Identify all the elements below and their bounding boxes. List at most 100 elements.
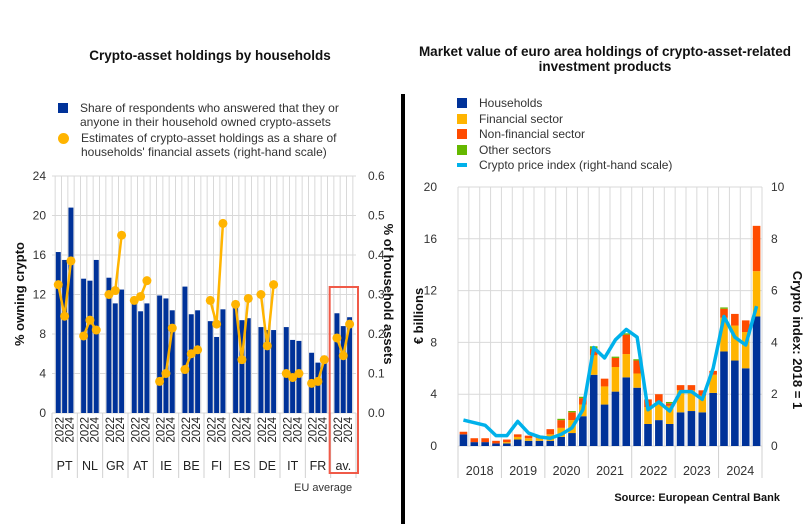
bar-households bbox=[720, 351, 728, 446]
year-tick-label: 2022 bbox=[232, 417, 244, 443]
estimates-point bbox=[218, 218, 228, 228]
bar-share-owning bbox=[321, 355, 327, 413]
bar-nonfinancial-sector bbox=[524, 435, 533, 439]
bar-share-owning bbox=[106, 277, 112, 413]
estimates-point bbox=[205, 295, 215, 305]
estimates-point bbox=[180, 365, 190, 375]
bar-households bbox=[579, 416, 587, 446]
bar-households bbox=[535, 440, 544, 446]
bar-households bbox=[568, 433, 576, 446]
year-tick-label: 2024 bbox=[140, 416, 152, 442]
bar-share-owning bbox=[62, 259, 68, 413]
category-label: IE bbox=[160, 459, 172, 473]
bar-financial-sector bbox=[535, 438, 544, 441]
year-tick-label: 2024 bbox=[318, 416, 330, 442]
x-tick-label: 2022 bbox=[640, 464, 668, 478]
bar-other-sectors bbox=[579, 396, 587, 399]
bar-share-owning bbox=[163, 298, 169, 413]
category-label: AT bbox=[133, 459, 148, 473]
y2-tick-label: 0.2 bbox=[368, 327, 385, 341]
legend-item-financial: Financial sector bbox=[457, 112, 717, 126]
bar-share-owning bbox=[220, 309, 226, 413]
left-legend: Share of respondents who answered that t… bbox=[58, 101, 348, 161]
estimates-line bbox=[209, 223, 225, 325]
y2-tick-label: 0.1 bbox=[368, 367, 385, 381]
bar-nonfinancial-sector bbox=[557, 420, 565, 428]
year-tick-label: 2022 bbox=[257, 417, 269, 443]
bar-share-owning bbox=[315, 362, 321, 413]
category-label: ES bbox=[234, 459, 251, 473]
estimates-point bbox=[269, 280, 279, 290]
bar-households bbox=[546, 440, 555, 446]
y2-tick-label: 6 bbox=[771, 284, 778, 298]
bar-households bbox=[470, 442, 479, 446]
right-chart: 0 4 8 12 16 20 0 2 4 6 8 10 2018 2019 2020 2021 2022 2023… bbox=[411, 180, 805, 478]
year-tick-label: 2024 bbox=[343, 416, 355, 442]
bar-share-owning bbox=[182, 286, 188, 413]
y-tick-label: 4 bbox=[430, 387, 437, 401]
bar-share-owning bbox=[264, 330, 270, 413]
legend-label: Crypto price index (right-hand scale) bbox=[479, 158, 673, 172]
bar-financial-sector bbox=[589, 355, 598, 375]
bar-share-owning bbox=[68, 207, 74, 413]
year-tick-label: 2024 bbox=[115, 416, 127, 442]
bar-nonfinancial-sector bbox=[513, 434, 522, 437]
legend-item-nonfinancial: Non-financial sector bbox=[457, 127, 717, 141]
legend-label: Share of respondents who answered that t… bbox=[80, 101, 339, 129]
y2-tick-label: 8 bbox=[771, 232, 778, 246]
bar-share-owning bbox=[169, 310, 175, 413]
bar-nonfinancial-sector bbox=[633, 360, 641, 374]
bar-financial-sector bbox=[676, 390, 685, 413]
y-tick-label: 20 bbox=[424, 180, 438, 194]
legend-label: Financial sector bbox=[479, 111, 564, 126]
year-tick-label: 2024 bbox=[292, 416, 304, 442]
bar-financial-sector bbox=[741, 332, 750, 369]
bar-share-owning bbox=[144, 303, 150, 413]
bar-financial-sector bbox=[633, 373, 641, 388]
x-tick-label: 2021 bbox=[596, 464, 624, 478]
bar-households bbox=[698, 412, 707, 446]
year-tick-label: 2022 bbox=[308, 417, 320, 443]
legend-swatch-nonfinancial bbox=[457, 129, 467, 139]
y-axis-title: € billions bbox=[411, 288, 426, 344]
bar-households bbox=[513, 439, 522, 446]
y-tick-label: 20 bbox=[33, 209, 47, 223]
category-label: IT bbox=[287, 459, 298, 473]
right-chart-title: Market value of euro area holdings of cr… bbox=[418, 44, 792, 74]
estimates-point bbox=[66, 256, 76, 266]
estimates-point bbox=[212, 319, 222, 329]
bar-other-sectors bbox=[622, 333, 631, 335]
y-tick-label: 8 bbox=[430, 335, 437, 349]
year-tick-label: 2024 bbox=[166, 416, 178, 442]
estimates-point bbox=[231, 299, 241, 309]
category-label: GR bbox=[106, 459, 125, 473]
bar-nonfinancial-sector bbox=[741, 320, 750, 333]
bar-financial-sector bbox=[600, 386, 609, 405]
bar-share-owning bbox=[334, 313, 340, 413]
eu-average-note: EU average bbox=[294, 482, 353, 494]
legend-item-index: Crypto price index (right-hand scale) bbox=[457, 158, 717, 172]
bar-households bbox=[752, 316, 761, 446]
panel-divider bbox=[401, 94, 405, 524]
legend-swatch-line bbox=[457, 163, 467, 167]
y-tick-label: 8 bbox=[39, 327, 46, 341]
estimates-point bbox=[136, 291, 146, 301]
bar-nonfinancial-sector bbox=[568, 412, 576, 421]
year-tick-label: 2024 bbox=[90, 416, 102, 442]
bar-other-sectors bbox=[633, 359, 641, 361]
legend-label: Other sectors bbox=[479, 142, 552, 157]
bar-financial-sector bbox=[655, 401, 663, 421]
bar-financial-sector bbox=[752, 271, 761, 317]
estimates-point bbox=[53, 280, 63, 290]
estimates-point bbox=[256, 290, 266, 299]
year-tick-label: 2022 bbox=[181, 417, 193, 443]
bar-other-sectors bbox=[665, 401, 674, 404]
estimates-point bbox=[345, 319, 355, 329]
bar-households bbox=[676, 412, 685, 446]
right-legend: Households Financial sector Non-financia… bbox=[457, 96, 717, 174]
legend-swatch-bar bbox=[58, 103, 68, 113]
bar-financial-sector bbox=[524, 438, 533, 441]
y-axis-title: % owning crypto bbox=[12, 242, 27, 346]
bar-share-owning bbox=[157, 295, 163, 413]
bar-nonfinancial-sector bbox=[676, 385, 685, 391]
